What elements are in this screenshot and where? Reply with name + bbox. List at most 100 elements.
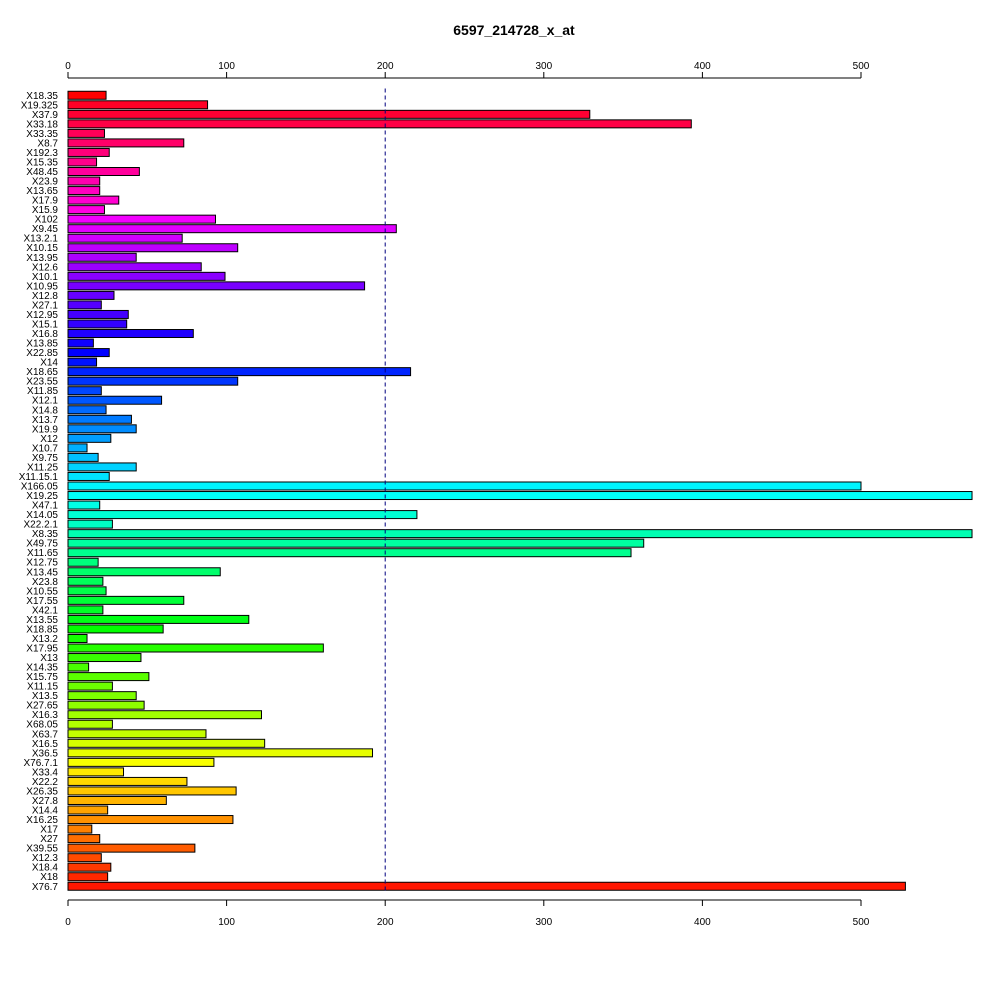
bar <box>67 147 110 157</box>
category-label: X11.15 <box>27 682 58 693</box>
bottom-tick-label: 200 <box>377 917 394 928</box>
bar <box>67 738 266 748</box>
category-label: X11.65 <box>27 548 58 559</box>
category-label: X102 <box>35 215 59 226</box>
bar <box>67 672 150 682</box>
bar <box>67 548 632 558</box>
bar <box>67 452 99 462</box>
bar <box>67 805 109 815</box>
category-label: X19.325 <box>21 100 59 111</box>
category-label: X11.85 <box>27 386 58 397</box>
category-label: X12.75 <box>26 558 58 569</box>
bar <box>67 653 142 663</box>
bar <box>67 243 239 253</box>
bar <box>67 348 110 358</box>
bar <box>67 567 221 577</box>
bar <box>67 748 374 758</box>
bar <box>67 557 99 567</box>
bar <box>67 281 366 291</box>
bar <box>67 90 107 100</box>
bar <box>67 224 397 234</box>
bar <box>67 862 112 872</box>
bottom-tick-label: 300 <box>535 917 552 928</box>
category-label: X19.25 <box>26 491 58 502</box>
category-label: X12.3 <box>32 853 59 864</box>
category-label: X10.1 <box>32 272 59 283</box>
bar <box>67 853 102 863</box>
category-label: X27.65 <box>26 701 58 712</box>
bar <box>67 319 128 329</box>
category-label: X18.85 <box>26 624 58 635</box>
category-label: X36.5 <box>32 748 59 759</box>
category-label: X192.3 <box>26 148 58 159</box>
bar <box>67 405 107 415</box>
bar <box>67 872 109 882</box>
bar <box>67 271 226 281</box>
bar <box>67 262 202 272</box>
category-label: X13.2.1 <box>24 234 59 245</box>
bar <box>67 367 412 377</box>
bar <box>67 128 105 138</box>
category-label: X26.35 <box>26 786 58 797</box>
category-label: X15.35 <box>26 157 58 168</box>
bar <box>67 290 115 300</box>
category-label: X15.9 <box>32 205 59 216</box>
category-label: X9.75 <box>32 453 59 464</box>
category-label: X9.45 <box>32 224 59 235</box>
bar <box>67 443 88 453</box>
top-tick-label: 100 <box>218 61 235 72</box>
bar <box>67 624 164 634</box>
bar <box>67 309 129 319</box>
category-labels: X18.35X19.325X37.9X33.18X33.35X8.7X192.3… <box>19 91 59 893</box>
category-label: X18.4 <box>32 863 59 874</box>
category-label: X14 <box>40 358 58 369</box>
bottom-tick-label: 400 <box>694 917 711 928</box>
category-label: X42.1 <box>32 605 59 616</box>
category-label: X23.8 <box>32 577 59 588</box>
bar <box>67 881 906 891</box>
category-label: X166.05 <box>21 481 59 492</box>
category-label: X13.55 <box>26 615 58 626</box>
bar <box>67 719 113 729</box>
category-label: X18 <box>40 872 58 883</box>
category-label: X10.15 <box>26 243 58 254</box>
top-tick-label: 200 <box>377 61 394 72</box>
category-label: X17.9 <box>32 196 59 207</box>
category-label: X16.5 <box>32 739 59 750</box>
category-label: X33.4 <box>32 767 59 778</box>
category-label: X19.9 <box>32 424 59 435</box>
bar <box>67 138 185 148</box>
bottom-tick-label: 100 <box>218 917 235 928</box>
category-label: X48.45 <box>26 167 58 178</box>
top-tick-label: 0 <box>65 61 71 72</box>
bar <box>67 481 862 491</box>
bar <box>67 376 239 386</box>
bottom-tick-label: 0 <box>65 917 71 928</box>
category-label: X33.35 <box>26 129 58 140</box>
bar <box>67 576 104 586</box>
category-label: X16.3 <box>32 710 59 721</box>
bar <box>67 643 324 653</box>
category-label: X15.75 <box>26 672 58 683</box>
bar <box>67 633 88 643</box>
bar <box>67 757 215 767</box>
bar <box>67 119 692 129</box>
category-label: X18.65 <box>26 367 58 378</box>
bar <box>67 767 125 777</box>
bar <box>67 843 196 853</box>
bottom-x-axis: 0 100 200 300 400 500 <box>65 899 870 928</box>
bar <box>67 824 93 834</box>
top-x-axis: 0 100 200 300 400 500 <box>65 61 870 79</box>
category-label: X15.1 <box>32 319 59 330</box>
bar <box>67 786 237 796</box>
bar <box>67 214 216 224</box>
bar <box>67 433 112 443</box>
chart-title: 6597_214728_x_at <box>453 22 575 38</box>
category-label: X12.1 <box>32 396 59 407</box>
bar <box>67 538 645 548</box>
category-label: X17.95 <box>26 644 58 655</box>
bars-group <box>67 90 973 891</box>
bar <box>67 176 101 186</box>
top-tick-label: 400 <box>694 61 711 72</box>
category-label: X49.75 <box>26 539 58 550</box>
